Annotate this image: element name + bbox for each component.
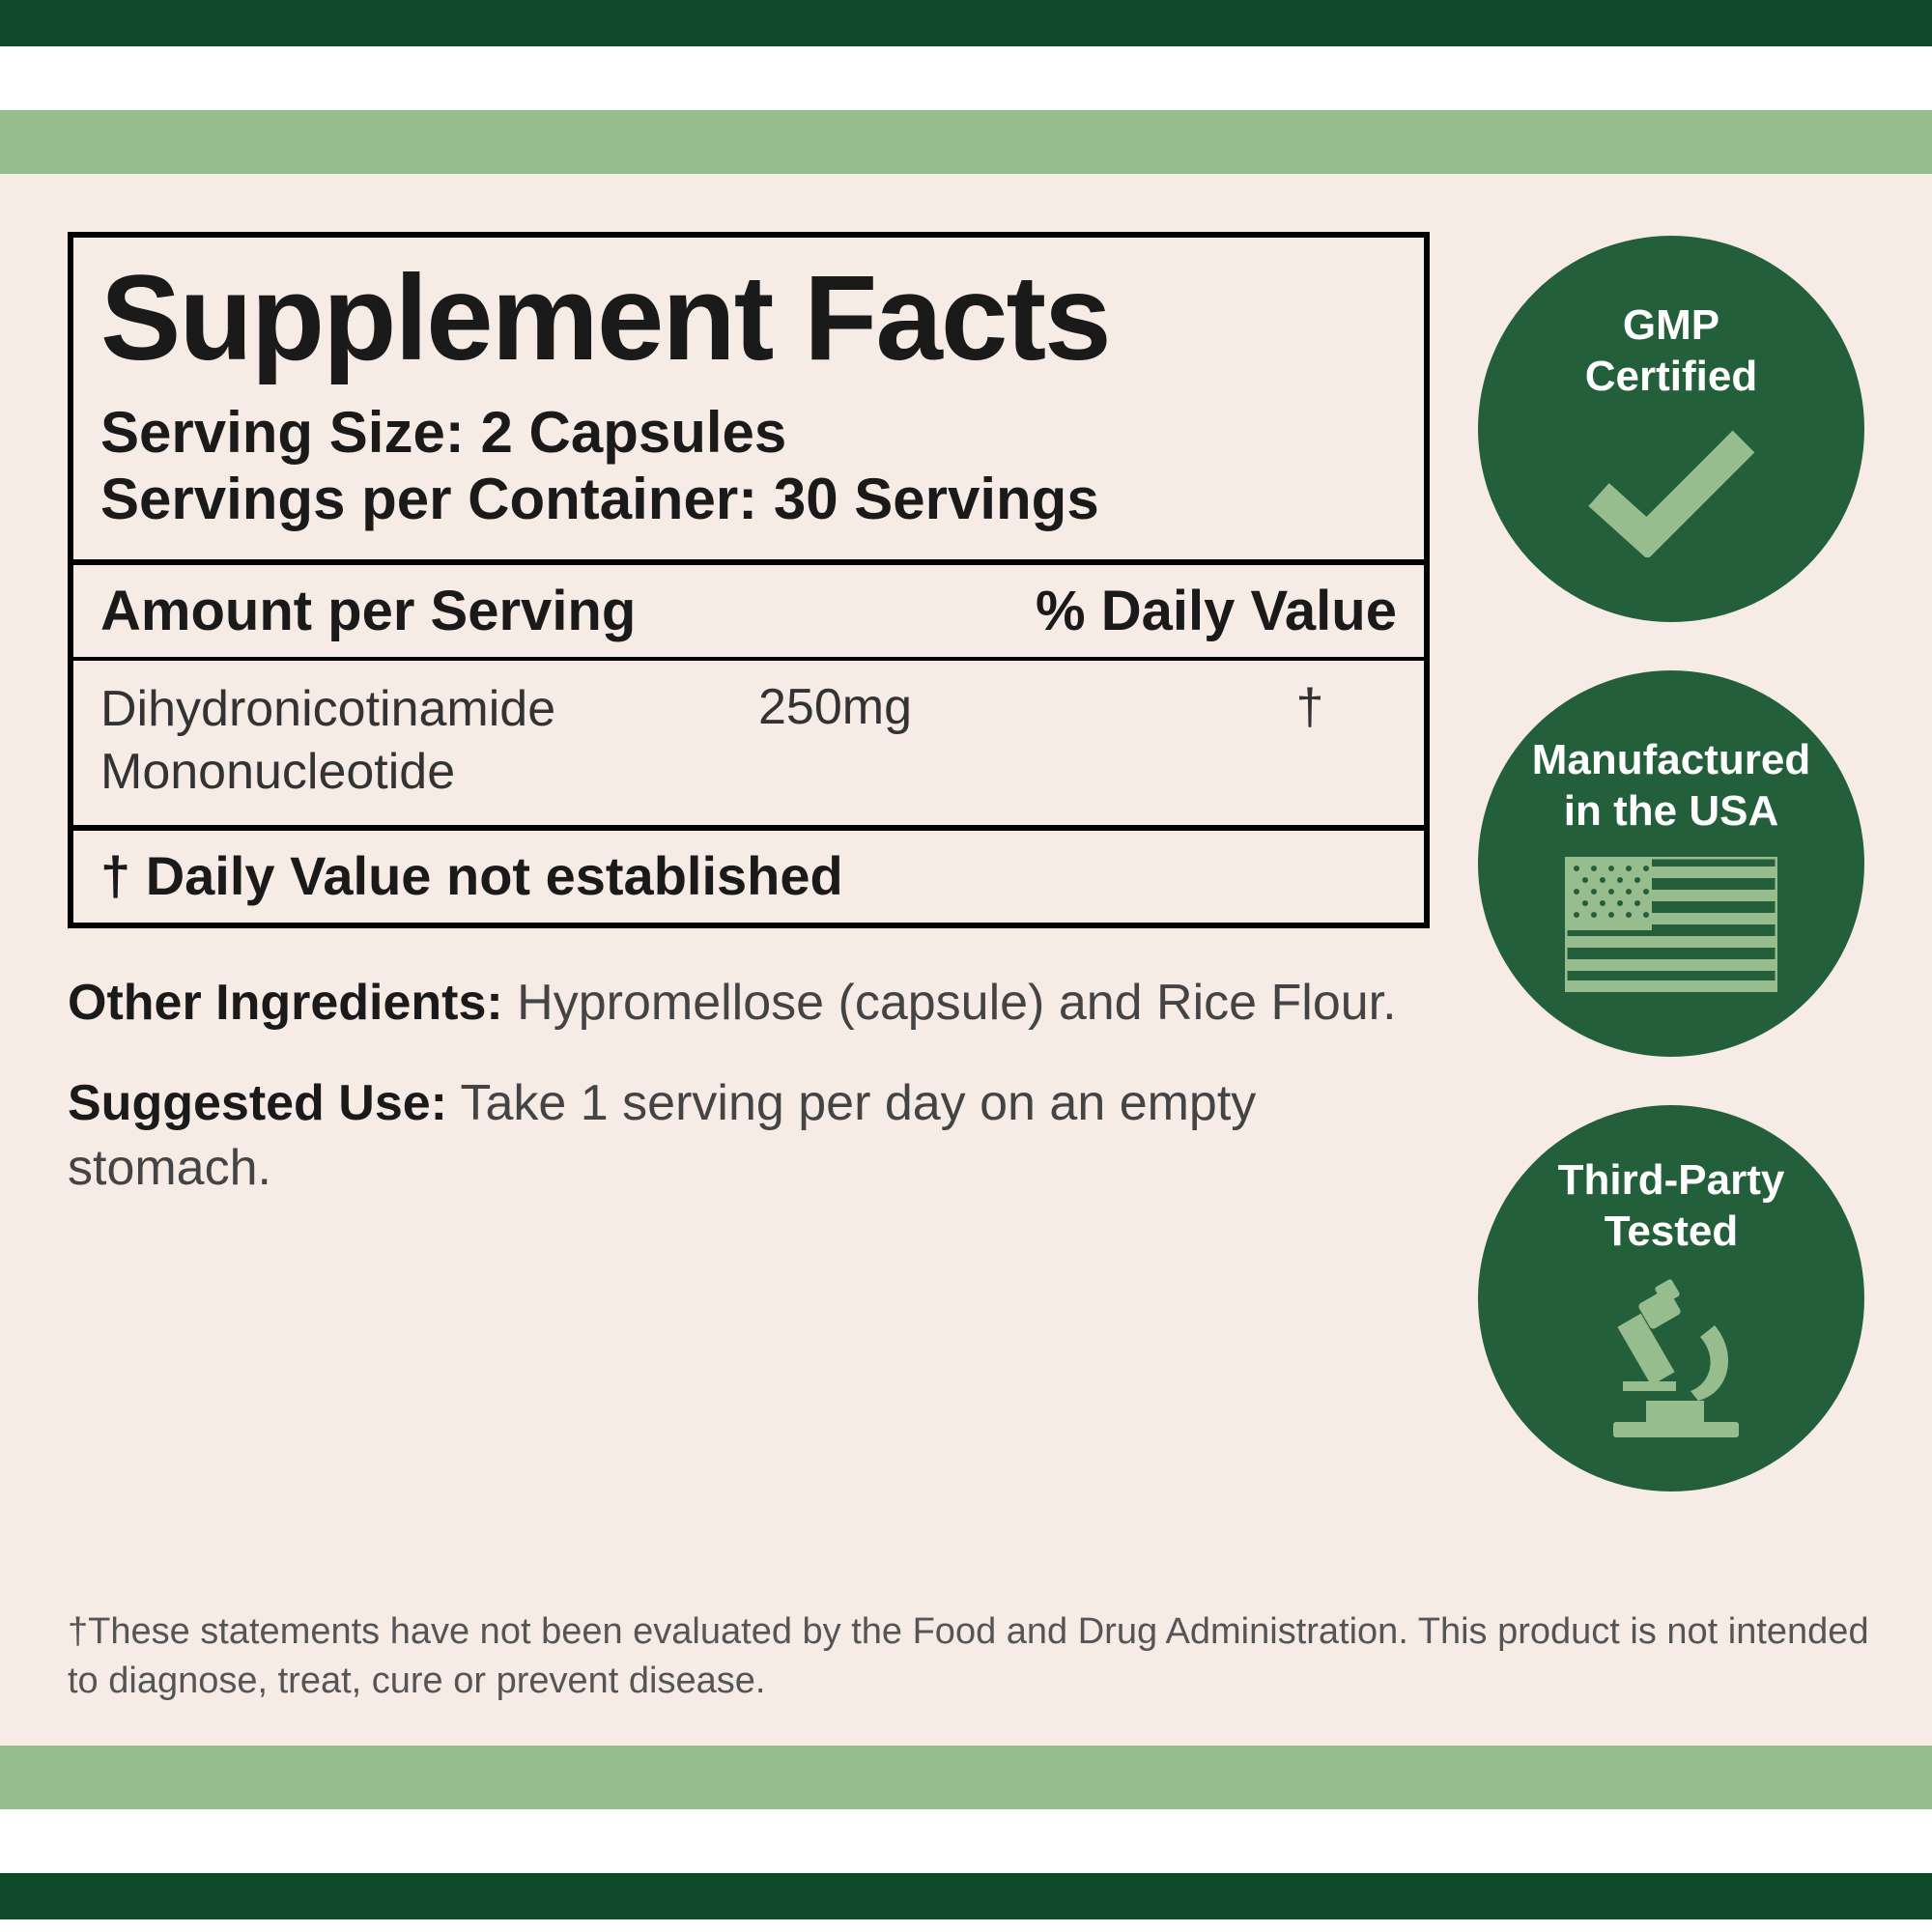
servings-per-container-value: 30 Servings [774, 467, 1099, 531]
serving-block: Serving Size: 2 Capsules Servings per Co… [73, 399, 1424, 559]
serving-size-value: 2 Capsules [480, 400, 786, 465]
ingredient-name: Dihydronicotinamide Mononucleotide [100, 678, 749, 804]
left-column: Supplement Facts Serving Size: 2 Capsule… [68, 232, 1430, 1492]
suggested-use-label: Suggested Use: [68, 1075, 447, 1131]
servings-per-container-line: Servings per Container: 30 Servings [100, 466, 1397, 532]
servings-per-container-label: Servings per Container: [100, 467, 757, 531]
bottom-stripe-dark [0, 1873, 1932, 1919]
main-panel: Supplement Facts Serving Size: 2 Capsule… [0, 174, 1932, 1746]
badge-usa-text: Manufactured in the USA [1532, 735, 1810, 838]
badge-third-party: Third-Party Tested [1478, 1105, 1864, 1492]
amount-per-serving-label: Amount per Serving [100, 579, 1036, 643]
serving-size-label: Serving Size: [100, 400, 465, 465]
content-row: Supplement Facts Serving Size: 2 Capsule… [68, 232, 1874, 1492]
other-ingredients-label: Other Ingredients: [68, 975, 503, 1031]
badge-third-party-text: Third-Party Tested [1558, 1155, 1785, 1258]
badges-column: GMP Certified Manufactured in the USA [1478, 232, 1874, 1492]
supplement-label: Supplement Facts Serving Size: 2 Capsule… [0, 0, 1932, 1932]
serving-size-line: Serving Size: 2 Capsules [100, 399, 1397, 466]
badge-gmp-line2: Certified [1585, 353, 1757, 400]
supplement-facts-box: Supplement Facts Serving Size: 2 Capsule… [68, 232, 1430, 928]
footnote-row: † Daily Value not established [73, 825, 1424, 923]
badge-gmp-text: GMP Certified [1585, 300, 1757, 403]
badge-third-party-line2: Tested [1605, 1208, 1739, 1255]
badge-gmp-line1: GMP [1623, 301, 1719, 349]
other-ingredients-text: Hypromellose (capsule) and Rice Flour. [517, 975, 1396, 1031]
facts-title: Supplement Facts [73, 238, 1424, 399]
top-stripe-dark [0, 0, 1932, 46]
badge-third-party-line1: Third-Party [1558, 1156, 1785, 1204]
badge-usa: Manufactured in the USA [1478, 670, 1864, 1057]
badge-usa-line1: Manufactured [1532, 736, 1810, 783]
top-stripe-light [0, 110, 1932, 174]
bottom-stripe-light [0, 1746, 1932, 1809]
usa-flag-icon [1565, 857, 1777, 992]
ingredient-daily-value: † [1223, 678, 1397, 736]
top-stripe-white [0, 46, 1932, 110]
ingredient-row: Dihydronicotinamide Mononucleotide 250mg… [73, 657, 1424, 825]
below-facts: Other Ingredients: Hypromellose (capsule… [68, 971, 1430, 1202]
badge-gmp: GMP Certified [1478, 236, 1864, 622]
table-header-row: Amount per Serving % Daily Value [73, 559, 1424, 657]
checkmark-icon [1579, 422, 1763, 557]
suggested-use: Suggested Use: Take 1 serving per day on… [68, 1071, 1430, 1202]
microscope-icon [1584, 1277, 1758, 1441]
daily-value-label: % Daily Value [1036, 579, 1397, 643]
ingredient-amount: 250mg [749, 678, 1223, 736]
fda-disclaimer: †These statements have not been evaluate… [68, 1607, 1874, 1707]
other-ingredients: Other Ingredients: Hypromellose (capsule… [68, 971, 1430, 1037]
badge-usa-line2: in the USA [1564, 787, 1778, 835]
bottom-stripe-white [0, 1809, 1932, 1873]
